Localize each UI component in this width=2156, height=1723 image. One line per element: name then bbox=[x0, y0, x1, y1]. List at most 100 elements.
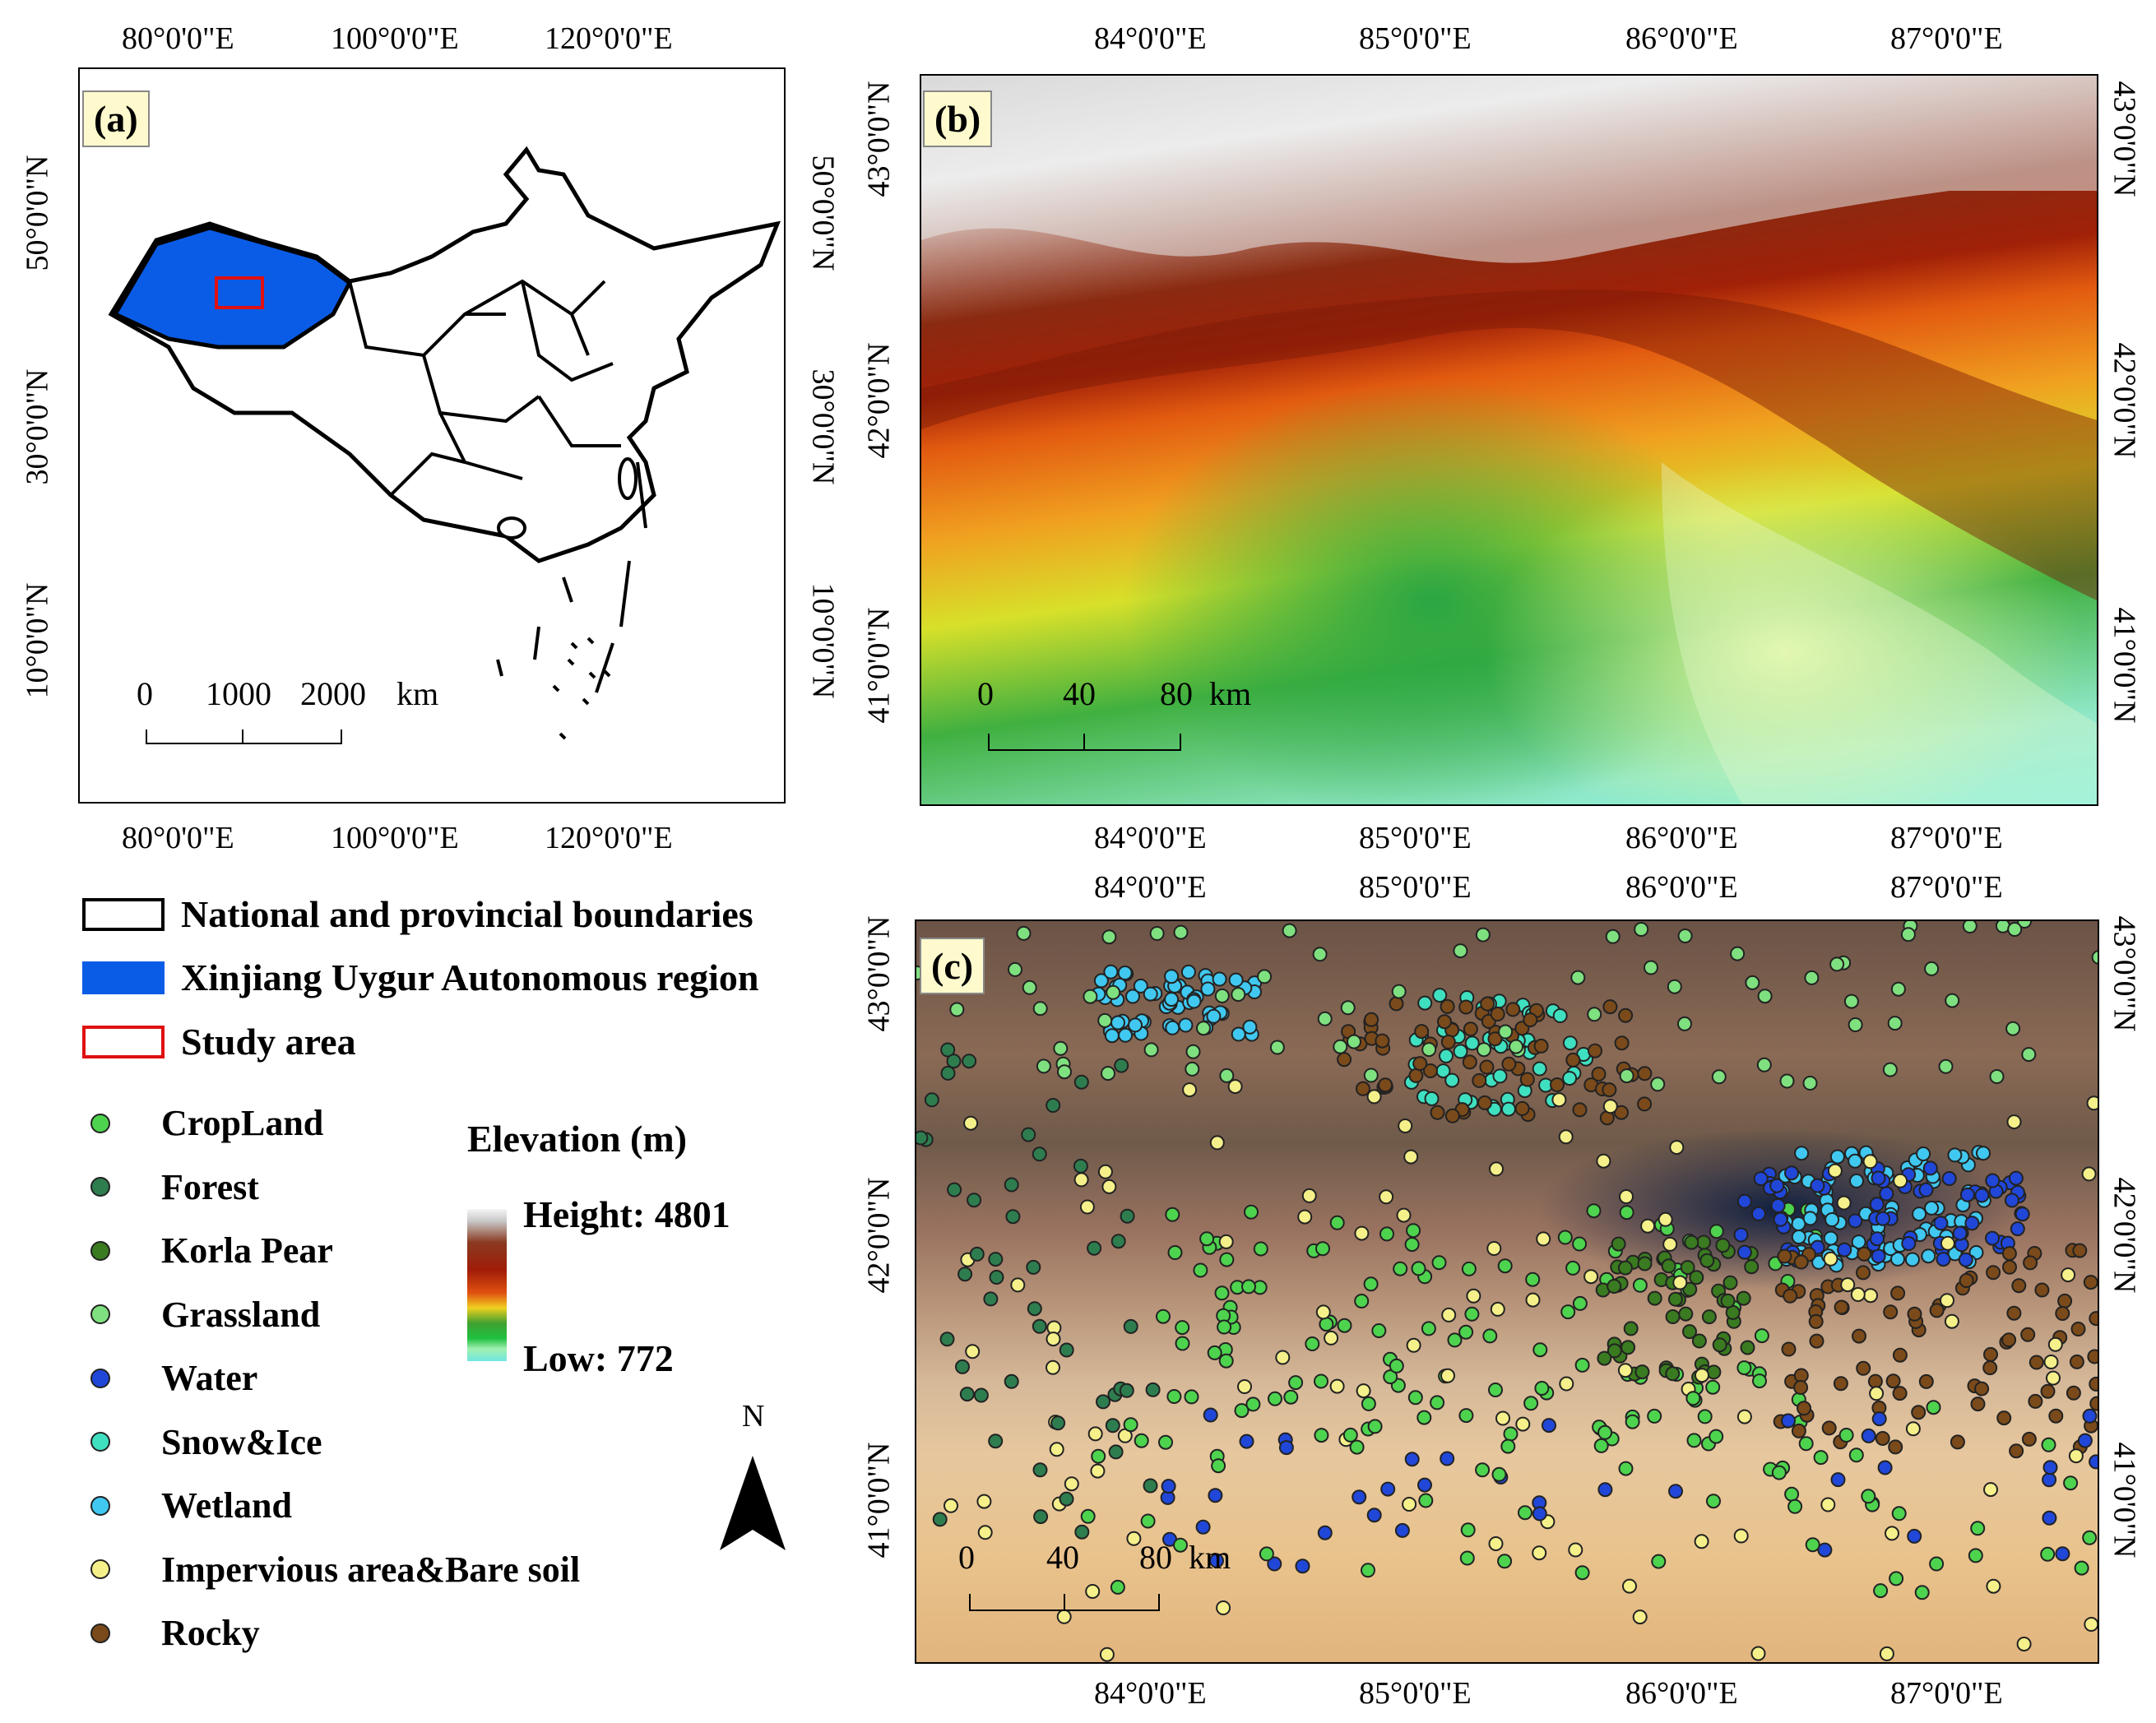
legend-xinjiang-label: Xinjiang Uygur Autonomous region bbox=[181, 956, 759, 998]
sample-point bbox=[983, 1291, 999, 1307]
sample-point bbox=[1361, 1396, 1376, 1411]
sample-point bbox=[1059, 1342, 1074, 1358]
sample-point bbox=[1622, 1578, 1637, 1594]
sample-point bbox=[2034, 1282, 2050, 1298]
sample-point bbox=[1711, 1069, 1727, 1085]
sample-point bbox=[1804, 970, 1820, 985]
sample-point bbox=[1026, 1259, 1041, 1275]
sample-point bbox=[1617, 1260, 1633, 1276]
sample-point bbox=[1918, 1182, 1934, 1197]
legend-boundaries: National and provincial boundaries bbox=[82, 892, 753, 936]
sample-point bbox=[1509, 1039, 1523, 1054]
sample-point bbox=[2023, 1255, 2038, 1271]
legend-boundaries-swatch bbox=[82, 897, 165, 931]
sample-point bbox=[1890, 1251, 1905, 1267]
legend-class-item: Forest bbox=[82, 1166, 259, 1208]
sample-point bbox=[2086, 1095, 2098, 1111]
sample-point bbox=[2010, 1221, 2025, 1237]
sample-point bbox=[1840, 1277, 1856, 1293]
sample-point bbox=[1364, 1012, 1379, 1027]
sample-point bbox=[1619, 1189, 1634, 1204]
sample-point bbox=[969, 1246, 985, 1262]
sample-point bbox=[1888, 1439, 1903, 1455]
sample-point bbox=[1848, 1017, 1863, 1032]
sample-point bbox=[1783, 1288, 1798, 1304]
sample-point bbox=[1875, 1211, 1890, 1226]
sample-point bbox=[1128, 1017, 1143, 1033]
sample-point bbox=[1016, 925, 1032, 941]
sample-point bbox=[1143, 986, 1158, 1002]
sample-point bbox=[949, 1002, 965, 1017]
sample-point bbox=[1207, 1345, 1222, 1360]
sample-point bbox=[1733, 1528, 1749, 1544]
taiwan-island bbox=[618, 457, 638, 500]
sample-point bbox=[1756, 1057, 1772, 1072]
sample-point bbox=[1996, 1410, 2012, 1426]
sample-point bbox=[1593, 1438, 1609, 1453]
sample-point bbox=[1161, 1479, 1176, 1494]
sample-point bbox=[1167, 1245, 1183, 1260]
sample-point bbox=[1890, 1285, 1906, 1301]
sample-point bbox=[1421, 1042, 1437, 1058]
sample-point bbox=[2083, 1275, 2098, 1290]
sample-point bbox=[1587, 1007, 1602, 1022]
sample-point bbox=[1861, 1489, 1876, 1504]
sample-point bbox=[1173, 1537, 1188, 1553]
sample-point bbox=[1574, 1565, 1590, 1581]
panel-a-top-tick: 80°0'0"E bbox=[122, 21, 234, 56]
sample-point bbox=[1694, 1534, 1709, 1549]
sample-point bbox=[1133, 978, 1148, 994]
legend-class-dot-icon bbox=[90, 1623, 110, 1643]
sample-point bbox=[1959, 1273, 1974, 1288]
sample-point bbox=[2055, 1546, 2070, 1562]
legend-class-label: Wetland bbox=[161, 1485, 292, 1526]
sample-point bbox=[1396, 1207, 1412, 1223]
sample-point bbox=[1125, 989, 1140, 1004]
sample-point bbox=[1672, 1275, 1688, 1290]
sample-point bbox=[1411, 1261, 1426, 1276]
sample-point bbox=[1945, 993, 1960, 1008]
sample-point bbox=[1753, 1171, 1769, 1187]
sample-point bbox=[1462, 1054, 1477, 1070]
sample-point bbox=[1791, 1423, 1806, 1438]
sample-point bbox=[2047, 1336, 2063, 1352]
panel-b-label: (b) bbox=[923, 90, 993, 147]
sample-point bbox=[1505, 1002, 1521, 1017]
sample-point bbox=[1317, 1525, 1333, 1540]
sample-point bbox=[1901, 1236, 1917, 1251]
sample-point bbox=[1407, 1390, 1423, 1406]
sample-point bbox=[1393, 1261, 1408, 1276]
sample-point bbox=[1924, 1200, 1940, 1216]
sample-point bbox=[1440, 1035, 1456, 1049]
panel-c-top-tick: 86°0'0"E bbox=[1625, 870, 1738, 905]
sample-point bbox=[1562, 1071, 1578, 1086]
sample-point bbox=[1488, 1536, 1504, 1551]
sample-point bbox=[1887, 1016, 1903, 1031]
sample-point bbox=[2021, 1047, 2037, 1063]
sample-point bbox=[1773, 1211, 1788, 1227]
sample-point bbox=[1378, 1077, 1393, 1093]
sample-point bbox=[1916, 1146, 1931, 1161]
sample-point bbox=[1267, 1556, 1282, 1572]
sample-point bbox=[1706, 1494, 1721, 1509]
sample-point bbox=[977, 1525, 993, 1540]
panel-b-bottom-tick: 85°0'0"E bbox=[1359, 821, 1472, 855]
sample-point bbox=[1241, 1279, 1256, 1295]
sample-point bbox=[1551, 1092, 1567, 1108]
sample-point bbox=[1970, 1521, 1986, 1536]
sample-point bbox=[1475, 1462, 1491, 1478]
sample-point bbox=[1614, 1035, 1630, 1051]
sample-point bbox=[963, 1115, 979, 1131]
sample-point bbox=[1959, 1187, 1975, 1202]
panel-c-left-tick: 43°0'0"N bbox=[861, 915, 897, 1032]
sample-point bbox=[1119, 1383, 1134, 1398]
sample-point bbox=[1940, 1235, 1955, 1251]
sample-point bbox=[2069, 1354, 2084, 1369]
sample-point bbox=[1497, 1554, 1513, 1569]
sample-point bbox=[1022, 980, 1037, 995]
sample-point bbox=[1004, 1177, 1019, 1193]
panel-c-top-tick: 85°0'0"E bbox=[1359, 870, 1472, 905]
legend-class-dot-icon bbox=[90, 1368, 110, 1388]
sample-point bbox=[1080, 1508, 1096, 1524]
sample-point bbox=[1099, 1647, 1115, 1662]
